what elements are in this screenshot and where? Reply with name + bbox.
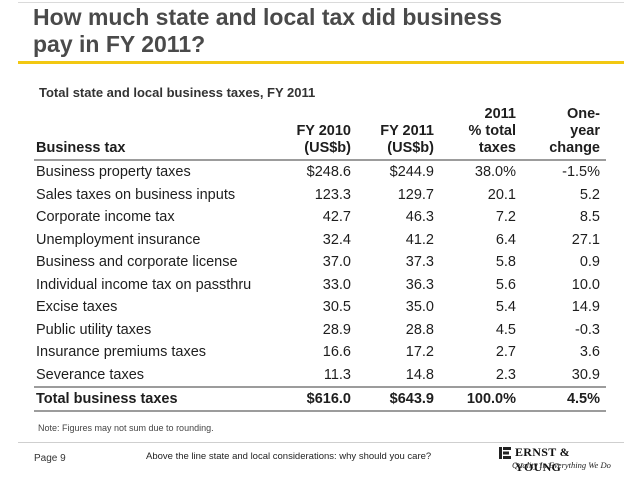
table-subtitle: Total state and local business taxes, FY… [39,85,315,100]
row-label: Business and corporate license [34,251,296,274]
fy2010-value: 11.3 [296,364,367,388]
change-value: -0.3 [525,319,606,342]
pct-total-value: 5.6 [441,274,525,297]
fy2010-value: 30.5 [296,296,367,319]
fy2010-value: $248.6 [296,160,367,184]
table-row: Business property taxes $248.6 $244.9 38… [34,160,606,184]
header-one-year-change: One- year change [525,106,606,160]
fy2010-value: 16.6 [296,341,367,364]
header-fy2011: FY 2011 (US$b) [367,106,441,160]
logo-tagline: Quality In Everything We Do [512,460,611,470]
table-row: Severance taxes 11.3 14.8 2.3 30.9 [34,364,606,388]
company-logo: ERNST & YOUNG Quality In Everything We D… [498,444,618,474]
change-value: 27.1 [525,229,606,252]
fy2011-value: 17.2 [367,341,441,364]
table-row: Unemployment insurance 32.4 41.2 6.4 27.… [34,229,606,252]
rounding-note: Note: Figures may not sum due to roundin… [38,423,214,433]
change-value: 5.2 [525,184,606,207]
fy2011-value: $244.9 [367,160,441,184]
title-line-1: How much state and local tax did busines… [33,4,623,31]
page-number: Page 9 [34,453,66,464]
fy2011-value: 46.3 [367,206,441,229]
pct-total-value: 5.4 [441,296,525,319]
total-fy2010: $616.0 [296,387,367,411]
pct-total-value: 2.7 [441,341,525,364]
total-fy2011: $643.9 [367,387,441,411]
row-label: Excise taxes [34,296,296,319]
fy2010-value: 42.7 [296,206,367,229]
total-pct: 100.0% [441,387,525,411]
footer-caption: Above the line state and local considera… [146,451,431,462]
fy2011-value: 14.8 [367,364,441,388]
fy2010-value: 33.0 [296,274,367,297]
pct-total-value: 20.1 [441,184,525,207]
row-label: Sales taxes on business inputs [34,184,296,207]
fy2011-value: 129.7 [367,184,441,207]
slide-title: How much state and local tax did busines… [33,4,623,58]
table-row: Public utility taxes 28.9 28.8 4.5 -0.3 [34,319,606,342]
table-row: Sales taxes on business inputs 123.3 129… [34,184,606,207]
row-label: Insurance premiums taxes [34,341,296,364]
pct-total-value: 38.0% [441,160,525,184]
header-pct-total: 2011 % total taxes [441,106,525,160]
fy2010-value: 32.4 [296,229,367,252]
fy2011-value: 36.3 [367,274,441,297]
fy2010-value: 37.0 [296,251,367,274]
pct-total-value: 6.4 [441,229,525,252]
footer-rule [18,442,624,443]
fy2011-value: 28.8 [367,319,441,342]
pct-total-value: 4.5 [441,319,525,342]
fy2010-value: 28.9 [296,319,367,342]
table-row: Excise taxes 30.5 35.0 5.4 14.9 [34,296,606,319]
fy2011-value: 35.0 [367,296,441,319]
table-header-row: Business tax FY 2010 (US$b) FY 2011 (US$… [34,106,606,160]
row-label: Business property taxes [34,160,296,184]
table-row: Insurance premiums taxes 16.6 17.2 2.7 3… [34,341,606,364]
change-value: 0.9 [525,251,606,274]
pct-total-value: 5.8 [441,251,525,274]
title-underline [18,61,624,64]
pct-total-value: 7.2 [441,206,525,229]
fy2011-value: 41.2 [367,229,441,252]
change-value: 8.5 [525,206,606,229]
business-tax-table: Business tax FY 2010 (US$b) FY 2011 (US$… [34,106,606,412]
total-row: Total business taxes $616.0 $643.9 100.0… [34,387,606,411]
header-business-tax: Business tax [34,106,296,160]
top-rule [18,2,624,3]
row-label: Unemployment insurance [34,229,296,252]
table-row: Corporate income tax 42.7 46.3 7.2 8.5 [34,206,606,229]
logo-mark-icon [498,446,512,460]
row-label: Individual income tax on passthru [34,274,296,297]
fy2011-value: 37.3 [367,251,441,274]
header-fy2010: FY 2010 (US$b) [296,106,367,160]
change-value: 14.9 [525,296,606,319]
change-value: 30.9 [525,364,606,388]
row-label: Public utility taxes [34,319,296,342]
row-label: Severance taxes [34,364,296,388]
title-line-2: pay in FY 2011? [33,31,623,58]
total-label: Total business taxes [34,387,296,411]
row-label: Corporate income tax [34,206,296,229]
total-change: 4.5% [525,387,606,411]
change-value: 10.0 [525,274,606,297]
change-value: 3.6 [525,341,606,364]
table-row: Business and corporate license 37.0 37.3… [34,251,606,274]
table-row: Individual income tax on passthru 33.0 3… [34,274,606,297]
change-value: -1.5% [525,160,606,184]
fy2010-value: 123.3 [296,184,367,207]
pct-total-value: 2.3 [441,364,525,388]
